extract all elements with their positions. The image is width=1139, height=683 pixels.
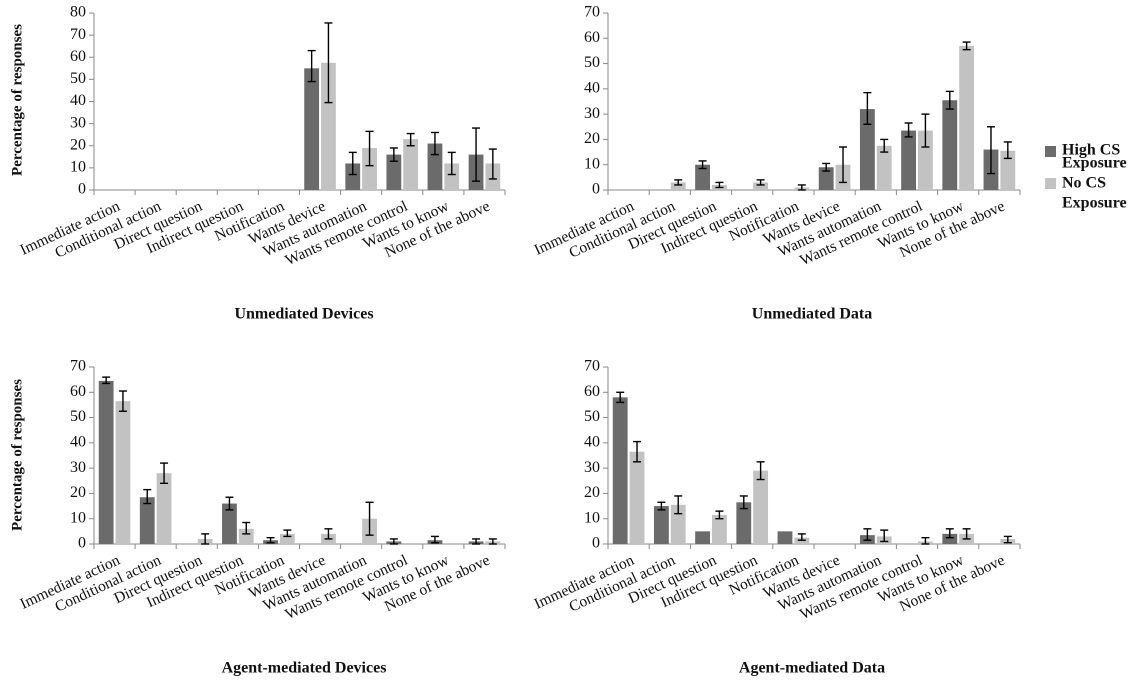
y-tick-label: 40 [70,92,86,109]
bar-no-cs [238,528,254,544]
y-tick-label: 40 [70,434,86,451]
bar-high-cs [818,167,834,190]
y-tick-label: 30 [584,459,600,476]
y-tick-label: 80 [70,4,86,21]
bar-high-cs [695,531,710,544]
bar-high-cs [139,497,155,544]
bar-no-cs [321,62,336,190]
bar-high-cs [736,502,752,544]
bar-high-cs [222,503,237,544]
bar-high-cs [942,100,958,190]
panel-title: Agent-mediated Devices [222,660,387,677]
bar-no-cs [670,182,686,190]
y-tick-label: 70 [584,4,600,21]
y-tick-label: 0 [78,181,86,198]
bar-high-cs [777,531,793,544]
bar-no-cs [712,514,727,544]
bar-high-cs [942,533,958,544]
legend-label-no-line1: No CS [1062,175,1106,192]
y-axis-label: Percentage of responses [9,379,25,531]
y-tick-label: 60 [70,48,86,65]
y-tick-label: 60 [584,383,600,400]
bar-high-cs [98,380,114,544]
y-tick-label: 20 [70,136,86,153]
panel-title: Unmediated Devices [234,306,373,323]
bar-high-cs [304,68,320,190]
y-tick-label: 30 [70,114,86,131]
legend-swatch-high [1045,146,1056,157]
bar-no-cs [876,145,892,190]
legend-label-high-line2: Exposure [1062,155,1127,172]
y-tick-label: 70 [70,26,86,43]
bar-no-cs [918,130,933,190]
y-tick-label: 10 [70,159,86,176]
panel-title: Agent-mediated Data [739,660,885,677]
legend: High CS Exposure No CS Exposure [1045,142,1127,212]
bar-no-cs [753,182,769,190]
legend-label-no-line2: Exposure [1062,195,1127,212]
y-tick-label: 40 [584,80,600,97]
bar-no-cs [444,163,460,190]
y-tick-label: 60 [584,29,600,46]
y-tick-label: 50 [70,70,86,87]
bar-high-cs [653,506,669,544]
bar-high-cs [345,163,361,190]
y-tick-label: 50 [584,408,600,425]
bar-no-cs [362,147,377,190]
bar-no-cs [959,45,975,190]
y-tick-label: 0 [78,535,86,552]
bar-no-cs [279,533,295,544]
bar-high-cs [859,109,875,190]
y-tick-label: 20 [584,484,600,501]
y-tick-label: 0 [592,181,600,198]
y-tick-label: 50 [584,54,600,71]
bar-high-cs [695,164,710,190]
legend-label-high-line1: High CS [1062,142,1120,159]
y-tick-label: 70 [70,358,86,375]
bar-high-cs [901,130,916,190]
y-tick-label: 20 [70,484,86,501]
y-tick-label: 10 [70,509,86,526]
y-tick-label: 40 [584,434,600,451]
legend-swatch-no [1045,178,1056,189]
bar-no-cs [753,470,769,544]
bar-high-cs [612,397,628,544]
y-tick-label: 30 [584,105,600,122]
y-tick-label: 0 [592,535,600,552]
bar-no-cs [156,473,172,544]
y-tick-label: 30 [70,459,86,476]
y-tick-label: 20 [584,130,600,147]
y-tick-label: 10 [584,155,600,172]
y-tick-label: 10 [584,509,600,526]
y-tick-label: 50 [70,408,86,425]
y-tick-label: 70 [584,358,600,375]
bar-high-cs [386,154,402,190]
y-axis-label: Percentage of responses [9,24,25,176]
bar-no-cs [115,401,131,544]
bar-no-cs [629,451,645,544]
bar-no-cs [670,504,686,544]
bar-no-cs [403,139,419,190]
y-tick-label: 60 [70,383,86,400]
panel-title: Unmediated Data [752,306,872,323]
bar-no-cs [1000,150,1016,190]
